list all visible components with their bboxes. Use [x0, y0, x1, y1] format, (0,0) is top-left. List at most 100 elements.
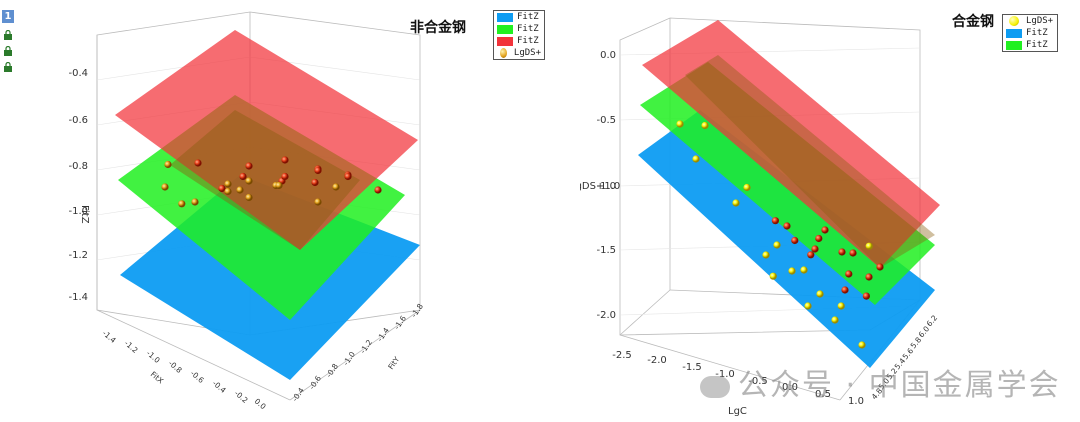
- fit-plane-overlap: [170, 110, 360, 250]
- data-point: [281, 172, 289, 181]
- legend-entry: FitZ: [494, 23, 544, 35]
- z-axis-label: LgDS+1.0: [580, 181, 620, 192]
- z-tick: -1.0: [596, 181, 616, 192]
- data-point: [838, 248, 846, 256]
- data-point: [762, 251, 770, 259]
- data-point: [676, 120, 684, 128]
- data-point: [311, 178, 319, 187]
- x-tick: -0.5: [748, 376, 768, 387]
- data-point: [743, 183, 751, 192]
- data-point: [161, 183, 169, 191]
- data-point: [858, 341, 866, 349]
- z-axis: 0.0 -0.5 -1.0 -1.5 -2.0 LgDS+1.0: [580, 50, 620, 321]
- lock-icon[interactable]: [3, 30, 13, 40]
- data-point: [224, 187, 232, 196]
- x-tick: -0.6: [189, 369, 206, 385]
- fit-plane-overlap: [685, 55, 935, 268]
- fit-plane-blue: [638, 110, 935, 368]
- legend-entry: LgDS+: [1003, 15, 1057, 27]
- data-point: [191, 198, 199, 206]
- y-tick: -0.4: [290, 386, 306, 403]
- data-point: [831, 316, 839, 324]
- y-tick: 6.2: [925, 313, 940, 328]
- legend-ball: [500, 48, 507, 58]
- data-point: [164, 160, 172, 169]
- legend-entry: FitZ: [494, 35, 544, 47]
- y-tick: -0.8: [324, 362, 340, 379]
- data-point: [275, 181, 283, 190]
- legend-label: FitZ: [1026, 40, 1048, 50]
- lock-icon[interactable]: [3, 46, 13, 56]
- legend-label: FitZ: [517, 36, 539, 46]
- x-axis: -2.5 -2.0 -1.5 -1.0 -0.5 0.0 0.5 1.0 LgC: [612, 350, 864, 417]
- chart-title: 合金钢: [952, 13, 994, 30]
- legend-right: LgDS+ FitZ FitZ: [1002, 14, 1058, 52]
- x-axis-label: FitX: [149, 370, 165, 386]
- data-point: [815, 234, 823, 243]
- legend-label: LgDS+: [513, 48, 541, 58]
- legend-entry: FitZ: [1003, 27, 1057, 39]
- data-point: [788, 267, 796, 275]
- data-point: [804, 302, 812, 310]
- data-point: [849, 249, 857, 257]
- data-point: [218, 184, 226, 193]
- data-point: [194, 159, 202, 167]
- legend-swatch: [497, 12, 513, 22]
- x-tick: -2.5: [612, 350, 632, 361]
- lock-icon[interactable]: [3, 62, 13, 72]
- x-tick: -1.0: [145, 349, 162, 365]
- z-tick: -1.0: [68, 206, 88, 217]
- x-tick: -1.4: [101, 329, 118, 345]
- chart-non-alloy-steel: -0.4 -0.6 -0.8 -1.0 -1.2 -1.4 FitZ -1.4 …: [68, 11, 466, 412]
- chart-title: 非合金钢: [410, 19, 466, 36]
- z-tick: -0.6: [68, 115, 88, 126]
- data-point: [862, 292, 870, 300]
- legend-label: FitZ: [1026, 28, 1048, 38]
- data-point: [865, 273, 873, 281]
- x-tick: -0.2: [233, 389, 250, 405]
- y-axis-label: FitY: [386, 355, 401, 371]
- data-point: [876, 263, 884, 271]
- legend-label: LgDS+: [1026, 16, 1054, 26]
- x-tick: -0.4: [211, 379, 228, 395]
- data-point: [783, 222, 791, 230]
- data-point: [821, 226, 829, 234]
- data-point: [800, 266, 808, 274]
- legend-left: FitZ FitZ FitZ LgDS+: [493, 10, 545, 60]
- page-number-badge[interactable]: 1: [2, 10, 14, 23]
- data-points: [161, 156, 382, 208]
- data-point: [845, 270, 853, 278]
- data-point: [374, 186, 382, 194]
- data-point: [245, 193, 253, 202]
- data-point: [732, 199, 740, 207]
- y-tick: -1.0: [341, 350, 357, 367]
- legend-entry: FitZ: [494, 11, 544, 23]
- z-axis-label: FitZ: [79, 205, 90, 224]
- data-point: [314, 166, 322, 175]
- y-tick: -0.6: [307, 374, 323, 391]
- chart-alloy-steel: 0.0 -0.5 -1.0 -1.5 -2.0 LgDS+1.0 -2.5 -2…: [580, 13, 994, 417]
- x-tick: -1.2: [123, 339, 140, 355]
- z-tick: -1.5: [596, 245, 616, 256]
- y-tick: -1.2: [358, 338, 374, 355]
- legend-entry: FitZ: [1003, 39, 1057, 51]
- z-tick: -0.5: [596, 115, 616, 126]
- fit-plane-red: [115, 30, 418, 250]
- data-point: [245, 177, 253, 185]
- data-points: [676, 120, 884, 349]
- legend-swatch: [497, 36, 513, 46]
- x-axis-label: LgC: [728, 406, 747, 417]
- data-point: [771, 217, 779, 225]
- x-tick: 0.0: [253, 397, 268, 412]
- wechat-icon: [700, 375, 730, 398]
- data-point: [236, 186, 244, 194]
- z-axis: -0.4 -0.6 -0.8 -1.0 -1.2 -1.4 FitZ: [68, 68, 90, 303]
- data-point: [841, 286, 849, 294]
- data-point: [178, 200, 186, 208]
- data-point: [281, 156, 289, 164]
- x-tick: 0.0: [782, 382, 798, 393]
- data-point: [807, 251, 815, 259]
- legend-label: FitZ: [517, 24, 539, 34]
- x-tick: 0.5: [815, 389, 831, 400]
- z-tick: 0.0: [600, 50, 616, 61]
